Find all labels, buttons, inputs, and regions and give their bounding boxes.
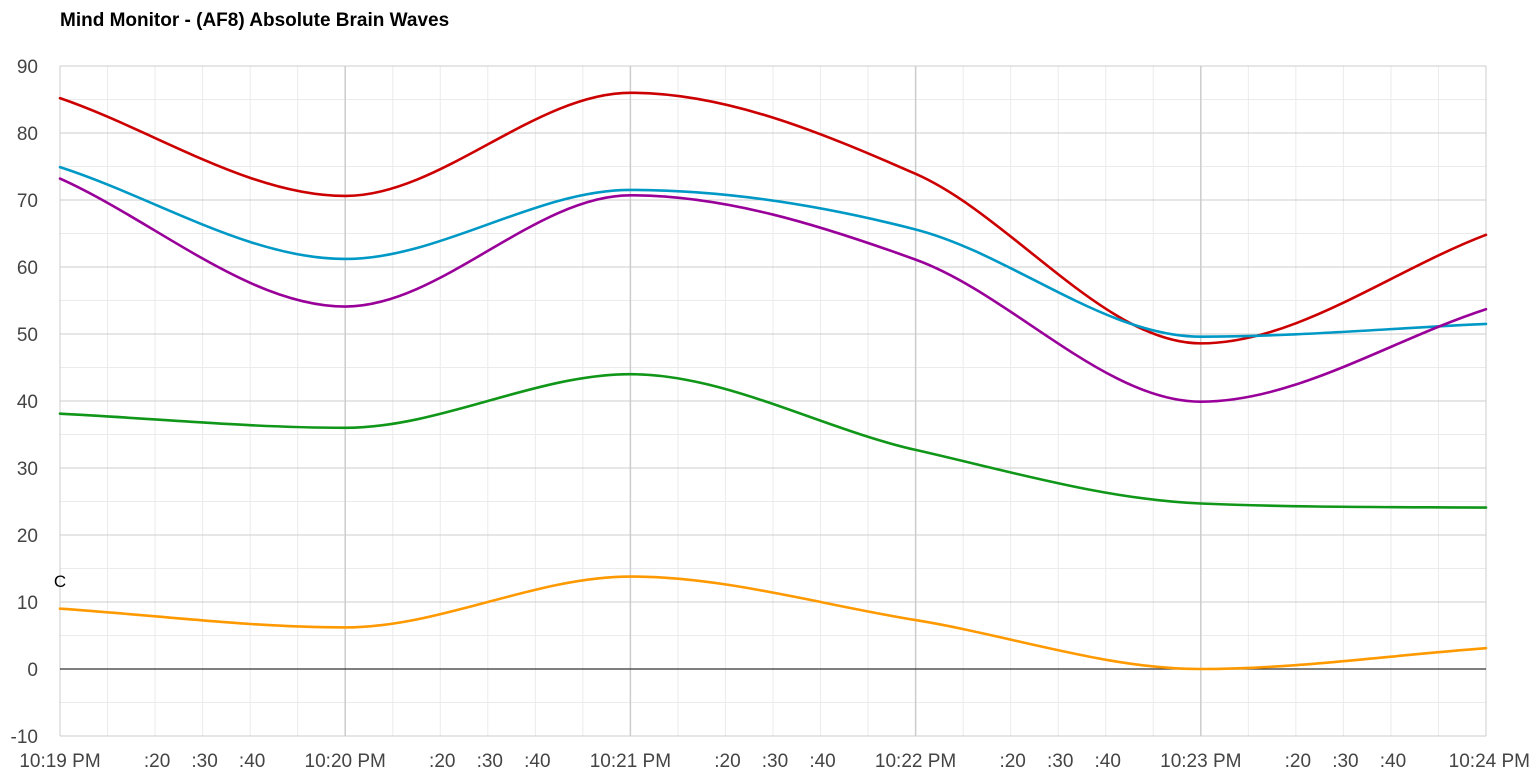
- x-axis-labels: 10:19 PM :20 :30 :40 10:20 PM :20 :30 :40 10:21 …: [19, 751, 1530, 772]
- y-tick-label: 70: [17, 191, 38, 212]
- series-line-4: [58, 372, 1488, 509]
- series-line-1: [58, 91, 1488, 345]
- x-tick-label: :20: [999, 751, 1025, 772]
- x-tick-label: :30: [477, 751, 503, 772]
- y-axis-labels: -10 0 10 20 30 40 50 60 70 80 90: [11, 57, 38, 748]
- series-layer: [58, 91, 1488, 671]
- y-tick-label: 10: [17, 593, 38, 614]
- x-tick-label: :20: [429, 751, 455, 772]
- x-tick-label: 10:20 PM: [305, 751, 386, 772]
- x-tick-label: 10:19 PM: [19, 751, 100, 772]
- x-tick-label: :40: [1380, 751, 1406, 772]
- x-tick-label: :30: [191, 751, 217, 772]
- y-tick-label: -10: [11, 727, 38, 748]
- x-tick-label: :40: [1095, 751, 1121, 772]
- y-tick-label: 50: [17, 325, 38, 346]
- x-tick-label: :40: [524, 751, 550, 772]
- x-tick-label: :20: [1285, 751, 1311, 772]
- x-tick-label: 10:22 PM: [875, 751, 956, 772]
- y-tick-label: 30: [17, 459, 38, 480]
- x-tick-label: :30: [1047, 751, 1073, 772]
- chart-title: Mind Monitor - (AF8) Absolute Brain Wave…: [60, 10, 450, 31]
- x-tick-label: :20: [144, 751, 170, 772]
- series-line-3: [58, 177, 1488, 403]
- y-tick-label: 40: [17, 392, 38, 413]
- annotations: C: [54, 572, 66, 591]
- x-tick-label: 10:21 PM: [590, 751, 671, 772]
- series-line-2: [58, 165, 1488, 338]
- annotation-label: C: [54, 572, 66, 591]
- y-tick-label: 80: [17, 124, 38, 145]
- y-tick-label: 60: [17, 258, 38, 279]
- x-tick-label: :30: [1332, 751, 1358, 772]
- x-tick-label: :40: [239, 751, 265, 772]
- y-tick-label: 0: [27, 660, 38, 681]
- x-tick-label: 10:23 PM: [1160, 751, 1241, 772]
- series-line-5: [58, 575, 1488, 671]
- x-tick-label: :40: [809, 751, 835, 772]
- y-tick-label: 90: [17, 57, 38, 78]
- x-tick-label: :20: [714, 751, 740, 772]
- x-tick-label: 10:24 PM: [1449, 751, 1530, 772]
- x-tick-label: :30: [762, 751, 788, 772]
- y-tick-label: 20: [17, 526, 38, 547]
